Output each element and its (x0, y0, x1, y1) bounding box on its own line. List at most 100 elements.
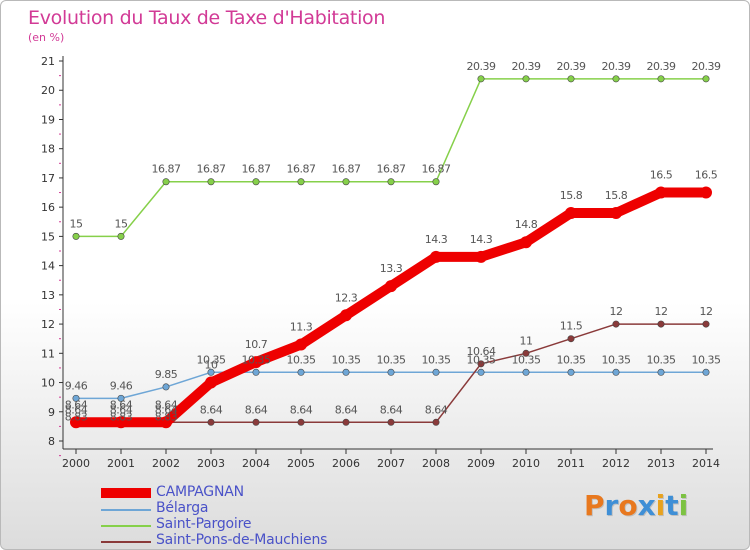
data-point-1 (117, 394, 125, 402)
data-label-3: 12 (700, 305, 713, 318)
data-label-2: 16.87 (152, 163, 181, 176)
y-tick-label: 12 (41, 318, 55, 331)
data-label-1: 9.46 (110, 379, 133, 392)
data-point-3 (252, 418, 260, 426)
data-point-2 (342, 178, 350, 186)
data-point-0 (250, 356, 262, 369)
data-point-1 (432, 368, 440, 376)
x-tick-label: 2005 (287, 457, 315, 470)
data-label-1: 10.35 (287, 353, 316, 366)
data-label-2: 20.39 (512, 60, 541, 73)
data-point-1 (297, 368, 305, 376)
data-point-3 (207, 418, 215, 426)
data-point-3 (477, 360, 485, 368)
y-tick-label: 18 (41, 143, 55, 156)
data-point-3 (387, 418, 395, 426)
legend-swatch-campagnan (101, 488, 151, 498)
data-point-2 (207, 178, 215, 186)
data-point-0 (610, 207, 622, 219)
data-label-0: 10 (205, 359, 218, 372)
data-point-3 (567, 335, 575, 343)
data-label-1: 10.35 (242, 353, 271, 366)
data-label-2: 16.87 (422, 163, 451, 176)
data-point-2 (477, 75, 485, 83)
legend-swatch-saint-pons (101, 541, 151, 543)
data-point-1 (72, 394, 80, 402)
data-label-0: 16.5 (695, 169, 718, 182)
x-tick-label: 2000 (62, 457, 90, 470)
data-point-1 (342, 368, 350, 376)
y-tick-label: 13 (41, 289, 55, 302)
y-tick-label: 10 (41, 377, 55, 390)
data-label-3: 11.5 (560, 320, 583, 333)
data-label-2: 15 (115, 217, 128, 230)
data-point-2 (72, 232, 80, 240)
y-tick-label: 17 (41, 172, 55, 185)
data-point-3 (297, 418, 305, 426)
legend-item-saint-pargoire: Saint-Pargoire (101, 516, 401, 533)
data-point-2 (117, 232, 125, 240)
data-point-0 (205, 376, 217, 389)
data-point-2 (162, 178, 170, 186)
data-label-2: 20.39 (647, 60, 676, 73)
x-tick-label: 2007 (377, 457, 405, 470)
data-point-1 (162, 383, 170, 391)
data-label-1: 9.46 (65, 379, 88, 392)
data-point-1 (567, 368, 575, 376)
data-label-2: 16.87 (197, 163, 226, 176)
data-label-0: 16.5 (650, 169, 673, 182)
data-point-0 (160, 416, 172, 429)
data-label-1: 10.35 (602, 353, 631, 366)
x-tick-label: 2001 (107, 457, 135, 470)
x-tick-label: 2002 (152, 457, 180, 470)
data-label-0: 13.3 (380, 262, 403, 275)
x-tick-label: 2003 (197, 457, 225, 470)
data-point-1 (252, 368, 260, 376)
data-point-2 (522, 75, 530, 83)
y-tick-label: 19 (41, 113, 55, 126)
data-label-0: 10.7 (245, 338, 268, 351)
data-label-1: 10.35 (647, 353, 676, 366)
data-label-2: 16.87 (377, 163, 406, 176)
data-point-2 (657, 75, 665, 83)
data-point-0 (520, 236, 532, 249)
data-label-3: 8.64 (155, 403, 178, 416)
data-point-2 (387, 178, 395, 186)
data-label-2: 16.87 (332, 163, 361, 176)
extra-data-label: 8.83 (65, 411, 88, 424)
x-tick-label: 2008 (422, 457, 450, 470)
x-tick-label: 2011 (557, 457, 585, 470)
data-label-0: 8.64 (110, 398, 133, 411)
data-point-2 (612, 75, 620, 83)
data-label-1: 10.35 (467, 353, 496, 366)
data-point-0 (565, 207, 577, 219)
data-label-1: 10.35 (692, 353, 721, 366)
extra-data-label: 8.83 (110, 411, 133, 424)
data-point-0 (115, 416, 127, 429)
data-point-1 (522, 368, 530, 376)
data-label-0: 14.3 (470, 233, 493, 246)
data-label-3: 10.64 (467, 345, 496, 358)
data-label-0: 15.8 (560, 189, 583, 202)
data-label-0: 8.64 (155, 398, 178, 411)
data-point-3 (612, 320, 620, 328)
data-point-3 (522, 349, 530, 357)
y-tick-label: 15 (41, 230, 55, 243)
data-label-3: 8.64 (335, 403, 358, 416)
x-tick-label: 2009 (467, 457, 495, 470)
data-point-3 (702, 320, 710, 328)
y-tick-label: 14 (41, 260, 55, 273)
data-label-2: 15 (70, 217, 83, 230)
y-tick-label: 11 (41, 347, 55, 360)
legend-label-saint-pargoire: Saint-Pargoire (156, 516, 252, 532)
data-label-3: 8.64 (200, 403, 223, 416)
data-label-3: 8.64 (110, 403, 133, 416)
extra-data-label: 8.83 (155, 411, 178, 424)
data-label-2: 20.39 (467, 60, 496, 73)
data-label-3: 8.64 (65, 403, 88, 416)
data-point-0 (340, 309, 352, 322)
legend-label-campagnan: CAMPAGNAN (156, 484, 244, 500)
data-label-2: 20.39 (602, 60, 631, 73)
y-tick-label: 16 (41, 201, 55, 214)
data-point-3 (657, 320, 665, 328)
